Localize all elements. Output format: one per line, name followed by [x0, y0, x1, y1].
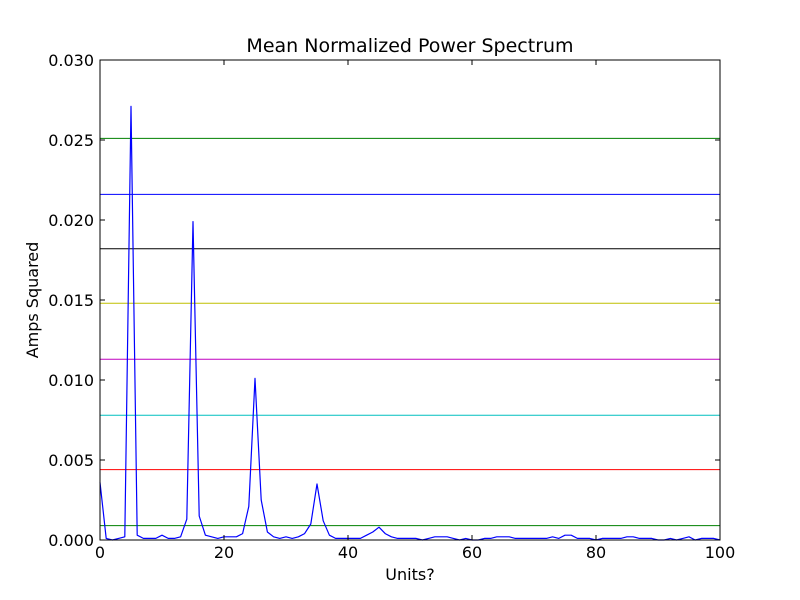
ticks: 0 20 40 60 80 100 0.000 0.005 0.010 0.015 0.020 0.0…: [48, 51, 735, 562]
y-axis-label: Amps Squared: [23, 242, 42, 359]
series-layer: [99, 105, 721, 541]
x-tick-label-1: 20: [214, 543, 234, 562]
chart-title: Mean Normalized Power Spectrum: [246, 35, 573, 57]
x-tick-label-2: 40: [338, 543, 358, 562]
x-tick-label-0: 0: [95, 543, 105, 562]
plot-background: [100, 60, 720, 540]
y-tick-label-2: 0.010: [48, 371, 94, 390]
y-tick-label-6: 0.030: [48, 51, 94, 70]
plot-frame: [99, 59, 721, 541]
x-tick-label-3: 60: [462, 543, 482, 562]
x-axis-label: Units?: [385, 565, 434, 584]
y-tick-label-5: 0.025: [48, 131, 94, 150]
y-tick-label-1: 0.005: [48, 451, 94, 470]
series-line-0: [99, 105, 721, 541]
threshold-lines: [100, 137, 720, 527]
y-tick-label-0: 0.000: [48, 531, 94, 550]
x-tick-label-5: 100: [705, 543, 736, 562]
y-tick-label-4: 0.020: [48, 211, 94, 230]
x-tick-label-4: 80: [586, 543, 606, 562]
y-tick-label-3: 0.015: [48, 291, 94, 310]
